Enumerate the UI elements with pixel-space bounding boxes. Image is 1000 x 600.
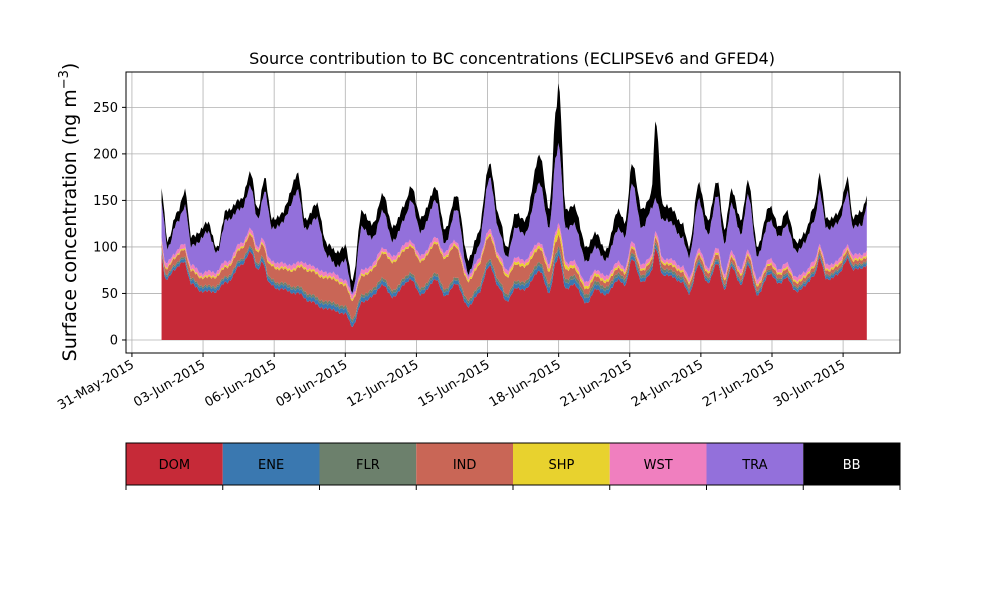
legend-swatch-tra: [706, 443, 804, 485]
x-tick-label: 18-Jun-2015: [487, 357, 564, 410]
x-tick-label: 12-Jun-2015: [345, 357, 422, 410]
legend-swatch-ene: [222, 443, 320, 485]
area-series-ene: [161, 244, 867, 328]
legend-label-flr: FLR: [356, 458, 380, 473]
y-tick-label: 200: [93, 147, 118, 162]
area-series-ind: [161, 233, 867, 320]
y-tick-label: 100: [93, 240, 118, 255]
y-tick-label: 150: [93, 194, 118, 209]
chart-title: Source contribution to BC concentrations…: [249, 49, 775, 68]
legend-label-ind: IND: [453, 458, 477, 473]
legend-swatch-ind: [416, 443, 513, 485]
legend-label-tra: TRA: [741, 458, 767, 473]
legend-swatch-wst: [609, 443, 707, 485]
legend-swatch-bb: [803, 443, 900, 485]
plot-frame: [125, 71, 901, 354]
plot-area: 0 50 100 150 200 250 31-May-201503-Jun-201506-…: [55, 71, 901, 413]
x-tick-label: 03-Jun-2015: [131, 357, 208, 410]
area-series-flr: [161, 241, 867, 323]
area-series-dom: [161, 247, 867, 340]
y-tick-label: 250: [93, 101, 118, 116]
x-tick-label: 27-Jun-2015: [700, 357, 777, 410]
legend-swatch-dom: [126, 443, 223, 485]
x-tick-label: 15-Jun-2015: [416, 357, 493, 410]
x-tick-label: 30-Jun-2015: [771, 357, 848, 410]
legend-label-shp: SHP: [548, 458, 574, 473]
legend: DOM ENE FLR IND SHP WST TRA BB: [125, 442, 901, 490]
legend-swatch-shp: [513, 443, 610, 485]
legend-label-bb: BB: [843, 458, 861, 473]
y-axis-label: Surface concentration (ng m−3): [57, 63, 81, 362]
x-tick-label: 21-Jun-2015: [558, 357, 635, 410]
x-tick-label: 24-Jun-2015: [629, 357, 706, 410]
area-series-tra: [161, 142, 867, 295]
y-tick-label: 0: [110, 333, 118, 348]
x-tick-label: 09-Jun-2015: [273, 357, 350, 410]
legend-label-wst: WST: [644, 458, 673, 473]
legend-swatch-flr: [319, 443, 417, 485]
x-tick-label: 06-Jun-2015: [202, 357, 279, 410]
y-tick-label: 50: [101, 287, 118, 302]
area-series-wst: [161, 222, 867, 300]
legend-label-dom: DOM: [159, 458, 190, 473]
legend-label-ene: ENE: [258, 458, 284, 473]
x-tick-label: 31-May-2015: [55, 357, 137, 413]
